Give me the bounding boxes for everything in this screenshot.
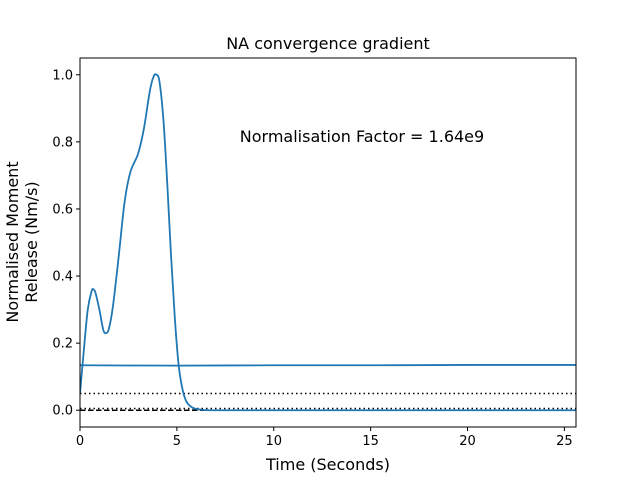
chart-title: NA convergence gradient [226,34,430,53]
normalisation-annotation: Normalisation Factor = 1.64e9 [240,127,484,146]
x-tick-label: 10 [265,434,282,449]
y-tick-label: 1.0 [52,68,73,83]
y-axis-label-group: Normalised Moment Release (Nm/s) [3,161,41,322]
series-line-1 [80,73,576,412]
y-tick-label: 0.8 [52,135,73,150]
y-axis-label-line1: Normalised Moment [3,161,22,322]
x-axis-label: Time (Seconds) [265,455,390,474]
x-tick-label: 0 [76,434,84,449]
x-tick-label: 25 [556,434,573,449]
axes-frame [79,57,577,428]
y-axis-label-line2: Release (Nm/s) [22,181,41,302]
series-line-2 [80,364,576,367]
x-tick-label: 5 [173,434,181,449]
y-tick-label: 0.6 [52,202,73,217]
x-tick-label: 20 [459,434,476,449]
y-tick-label: 0.0 [52,404,73,419]
y-tick-label: 0.4 [52,270,73,285]
x-tick-label: 15 [362,434,379,449]
plot-area: 0 5 10 15 20 25 0.0 0.2 0.4 0.6 0.8 1.0 [52,57,577,449]
y-tick-label: 0.2 [52,337,73,352]
